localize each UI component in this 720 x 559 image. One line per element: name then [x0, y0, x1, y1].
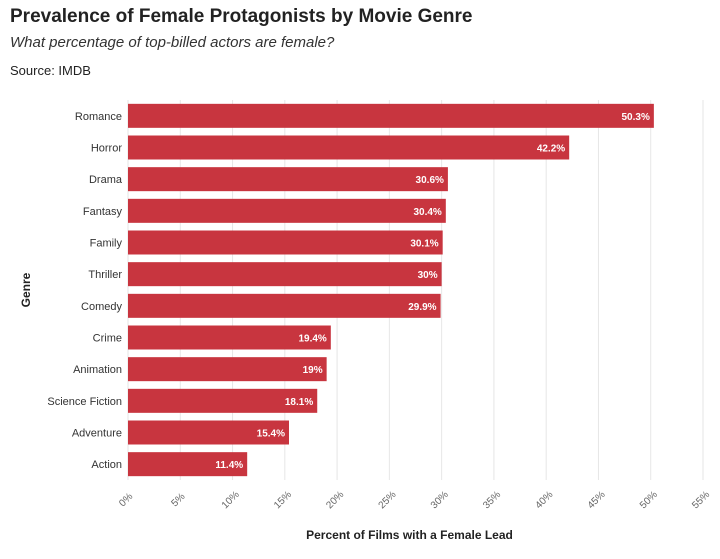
x-tick-label: 25% [377, 489, 399, 511]
bar-value-label: 18.1% [285, 397, 313, 408]
chart-title: Prevalence of Female Protagonists by Mov… [10, 6, 473, 27]
chart-source: Source: IMDB [10, 63, 91, 78]
bar-value-label: 15.4% [257, 429, 285, 440]
chart-subtitle: What percentage of top-billed actors are… [10, 34, 335, 51]
x-tick-label: 55% [690, 489, 712, 511]
x-tick-label: 5% [170, 491, 188, 509]
x-tick-label: 35% [481, 489, 503, 511]
bar-value-label: 50.3% [622, 112, 650, 123]
bar-value-label: 19% [303, 365, 323, 376]
bar-value-label: 42.2% [537, 144, 565, 155]
category-label: Family [90, 238, 123, 250]
y-axis-title: Genre [19, 272, 33, 307]
bar-value-label: 29.9% [408, 302, 436, 313]
x-tick-label: 40% [533, 489, 555, 511]
bar [128, 167, 448, 192]
bar [128, 262, 442, 287]
bar [128, 230, 443, 255]
x-tick-label: 10% [220, 489, 242, 511]
category-label: Animation [73, 364, 122, 376]
bar-value-label: 30.1% [410, 239, 438, 250]
bar-value-label: 30.6% [416, 175, 444, 186]
bar [128, 420, 289, 445]
x-tick-label: 50% [638, 489, 660, 511]
bar [128, 135, 570, 160]
x-tick-label: 30% [429, 489, 451, 511]
bar-value-label: 19.4% [298, 334, 326, 345]
category-label: Adventure [72, 428, 122, 440]
bar [128, 293, 441, 318]
category-label: Crime [93, 333, 122, 345]
bar-value-label: 30.4% [413, 207, 441, 218]
x-tick-label: 0% [117, 491, 135, 509]
category-label: Thriller [88, 269, 122, 281]
category-label: Science Fiction [47, 396, 122, 408]
bar [128, 325, 331, 350]
category-label: Drama [89, 174, 123, 186]
bar-value-label: 30% [418, 270, 438, 281]
bar [128, 388, 318, 413]
bar-value-label: 11.4% [215, 460, 243, 471]
category-label: Romance [75, 111, 122, 123]
bar [128, 103, 654, 128]
x-tick-label: 20% [324, 489, 346, 511]
x-tick-label: 45% [586, 489, 608, 511]
category-label: Horror [91, 143, 123, 155]
bar [128, 357, 327, 382]
category-label: Fantasy [83, 206, 123, 218]
bar [128, 198, 446, 223]
bar [128, 452, 248, 477]
x-tick-label: 15% [272, 489, 294, 511]
x-axis-title: Percent of Films with a Female Lead [306, 528, 513, 542]
category-label: Action [91, 459, 122, 471]
category-label: Comedy [81, 301, 122, 313]
